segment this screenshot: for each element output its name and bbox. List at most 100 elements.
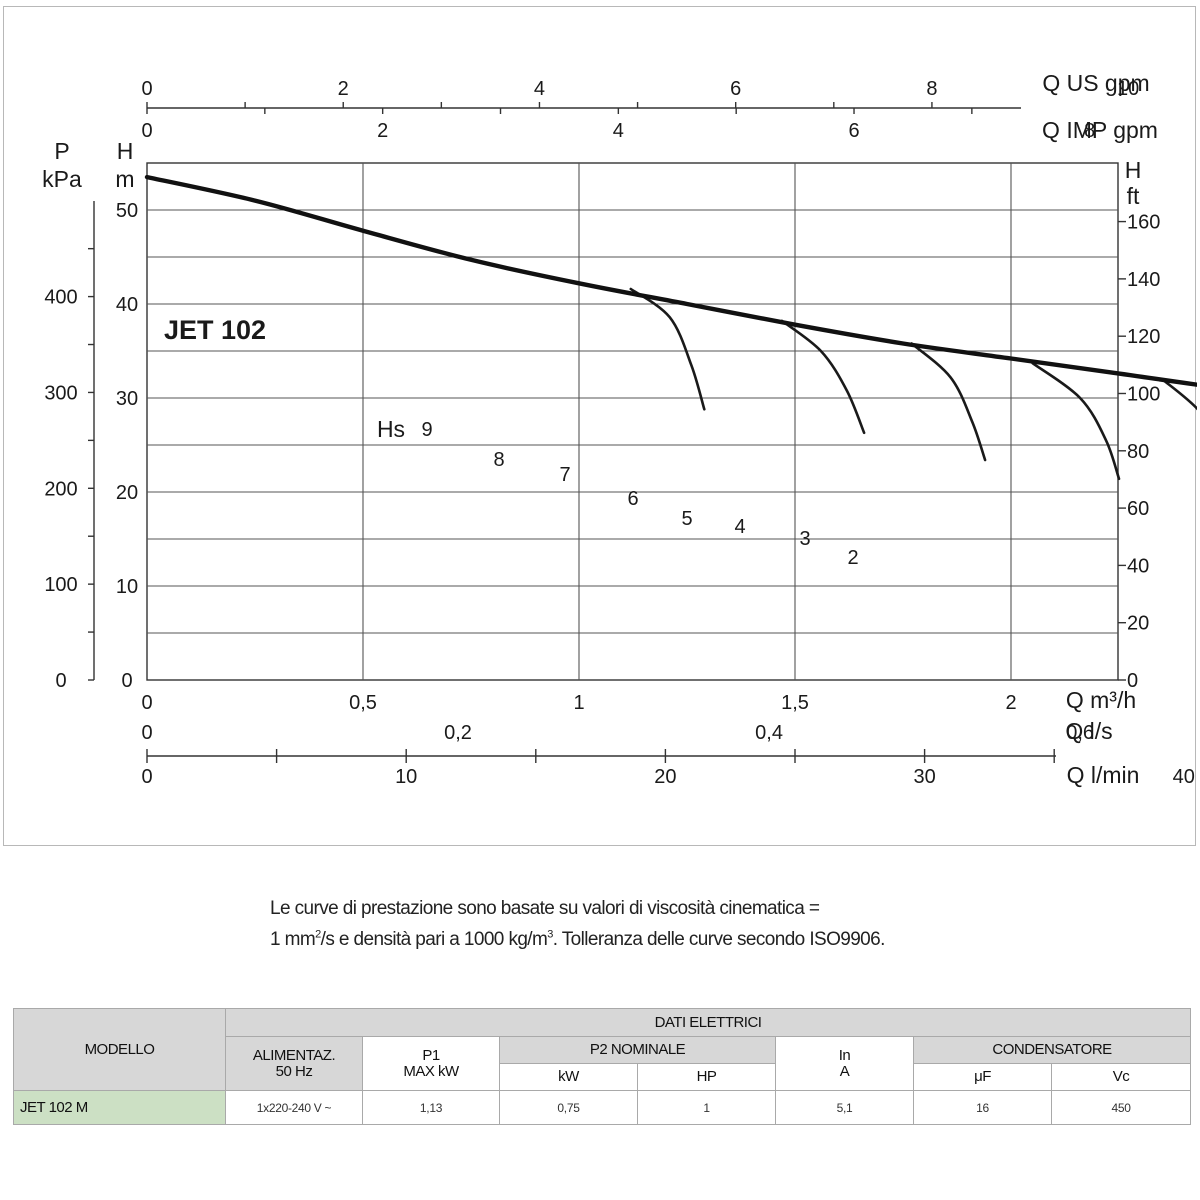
- hs-curve-label-6: 6: [627, 488, 638, 510]
- note-sup-1: 2: [315, 928, 321, 941]
- note-line-2: 1 mm2/s e densità pari a 1000 kg/m3. Tol…: [270, 924, 1030, 955]
- hs-curve-label-3: 3: [799, 528, 810, 550]
- x-us-gpm-tick-label: 2: [338, 78, 349, 100]
- x-axis-label: Q m³/h: [1066, 687, 1136, 713]
- x-ls-tick-label: 0,6: [1066, 722, 1094, 744]
- y-kpa-tick-label: 200: [44, 478, 77, 500]
- hs-curve-6: [1031, 361, 1121, 481]
- vc-header: Vc: [1050, 1063, 1192, 1091]
- x-imp-gpm-tick-label: 6: [848, 120, 859, 142]
- x-imp-gpm-tick-label: 0: [141, 120, 152, 142]
- in-header-line2: A: [839, 1062, 850, 1080]
- dati-elettrici-header: DATI ELETTRICI: [224, 1008, 1192, 1037]
- x-tick-label: 2: [1005, 692, 1016, 714]
- x-us-gpm-tick-label: 0: [141, 78, 152, 100]
- y-ft-tick-label: 100: [1127, 383, 1160, 405]
- hs-curve-label-7: 7: [559, 464, 570, 486]
- alimentaz-header-line2: 50 Hz: [275, 1062, 313, 1080]
- condensatore-header: CONDENSATORE: [912, 1036, 1192, 1064]
- y-kpa-axis-unit: kPa: [42, 166, 82, 192]
- y-kpa-tick-label: 400: [44, 287, 77, 309]
- y-kpa-tick-label: 100: [44, 574, 77, 596]
- p1-header-line2: MAX kW: [403, 1062, 459, 1080]
- y-m-tick-label: 20: [116, 482, 138, 504]
- y-ft-axis-unit: ft: [1127, 183, 1140, 209]
- y-m-tick-label: 0: [121, 670, 132, 692]
- x-lmin-tick-label: 40: [1173, 766, 1195, 788]
- y-m-axis-unit: m: [115, 166, 134, 192]
- performance-chart: 00,511,522,533,54Q m³/h00,20,40,60,81Q l…: [3, 6, 1197, 846]
- y-ft-tick-label: 120: [1127, 326, 1160, 348]
- performance-note: Le curve di prestazione sono basate su v…: [270, 893, 1030, 955]
- x-us-gpm-tick-label: 4: [534, 78, 545, 100]
- y-ft-tick-label: 140: [1127, 269, 1160, 291]
- note-text-a: 1 mm: [270, 929, 316, 950]
- model-cell: JET 102 M: [13, 1090, 226, 1125]
- hs-label: Hs: [377, 416, 405, 442]
- y-ft-tick-label: 40: [1127, 555, 1149, 577]
- y-m-axis-label: H: [117, 138, 134, 164]
- x-tick-label: 0,5: [349, 692, 377, 714]
- x-imp-gpm-tick-label: 8: [1084, 120, 1095, 142]
- table-row: JET 102 M 1x220-240 V ~ 1,13 0,75 1 5,1 …: [13, 1090, 1192, 1125]
- vc-cell: 450: [1050, 1090, 1192, 1125]
- x-lmin-tick-label: 10: [395, 766, 417, 788]
- note-text-c: . Tolleranza delle curve secondo ISO9906…: [552, 929, 886, 950]
- in-header-line1: In: [838, 1046, 851, 1064]
- series-line-main: [144, 174, 1197, 387]
- x-lmin-axis-label: Q l/min: [1067, 762, 1140, 788]
- y-ft-tick-label: 160: [1127, 212, 1160, 234]
- plot-frame: [146, 162, 1119, 681]
- x-tick-label: 0: [141, 692, 152, 714]
- p1-header-line1: P1: [422, 1046, 440, 1064]
- note-line-1: Le curve di prestazione sono basate su v…: [270, 898, 820, 919]
- hs-curve-label-8: 8: [493, 449, 504, 471]
- y-ft-tick-label: 60: [1127, 498, 1149, 520]
- specs-table: MODELLO DATI ELETTRICI ALIMENTAZ. 50 Hz P…: [13, 1008, 1192, 1125]
- y-m-tick-label: 40: [116, 294, 138, 316]
- x-us-gpm-tick-label: 10: [1117, 78, 1139, 100]
- p1-cell: 1,13: [362, 1090, 500, 1125]
- modello-header: MODELLO: [13, 1008, 226, 1091]
- kw-cell: 0,75: [499, 1090, 638, 1125]
- hs-curve-5: [1160, 377, 1197, 411]
- hs-curve-9: [629, 287, 706, 411]
- in-cell: 5,1: [775, 1090, 914, 1125]
- p1-header: P1 MAX kW: [362, 1036, 500, 1091]
- x-ls-tick-label: 0: [141, 722, 152, 744]
- alim-cell: 1x220-240 V ~: [225, 1090, 363, 1125]
- y-kpa-tick-label: 0: [55, 670, 66, 692]
- hs-curve-label-5: 5: [681, 508, 692, 530]
- hp-cell: 1: [637, 1090, 776, 1125]
- note-sup-2: 3: [547, 928, 553, 941]
- note-text-b: /s e densità pari a 1000 kg/m: [320, 929, 548, 950]
- y-ft-axis-label: H: [1125, 157, 1142, 183]
- x-us-gpm-tick-label: 6: [730, 78, 741, 100]
- x-ls-tick-label: 0,4: [755, 722, 783, 744]
- y-kpa-tick-label: 300: [44, 382, 77, 404]
- y-ft-tick-label: 0: [1127, 670, 1138, 692]
- x-tick-label: 1: [573, 692, 584, 714]
- y-m-tick-label: 50: [116, 200, 138, 222]
- x-lmin-tick-label: 30: [913, 766, 935, 788]
- alimentaz-header-line1: ALIMENTAZ.: [252, 1046, 336, 1064]
- x-us-gpm-tick-label: 8: [926, 78, 937, 100]
- y-kpa-axis-label: P: [54, 138, 69, 164]
- x-us-gpm-axis-label: Q US gpm: [1042, 70, 1149, 96]
- y-m-tick-label: 30: [116, 388, 138, 410]
- hs-curve-label-2: 2: [847, 547, 858, 569]
- chart-title: JET 102: [164, 315, 266, 345]
- x-imp-gpm-tick-label: 2: [377, 120, 388, 142]
- alimentaz-header: ALIMENTAZ. 50 Hz: [225, 1036, 363, 1091]
- p2-nominale-header: P2 NOMINALE: [499, 1036, 776, 1064]
- hs-curve-7: [910, 342, 987, 462]
- hs-curve-label-4: 4: [734, 516, 745, 538]
- hp-header: HP: [637, 1063, 776, 1091]
- y-ft-tick-label: 20: [1127, 613, 1149, 635]
- uf-header: μF: [913, 1063, 1052, 1091]
- y-ft-tick-label: 80: [1127, 441, 1149, 463]
- x-imp-gpm-axis-label: Q IMP gpm: [1042, 117, 1158, 143]
- hs-curve-8: [780, 319, 866, 435]
- x-ls-axis-label: Q l/s: [1065, 718, 1112, 744]
- x-lmin-tick-label: 0: [141, 766, 152, 788]
